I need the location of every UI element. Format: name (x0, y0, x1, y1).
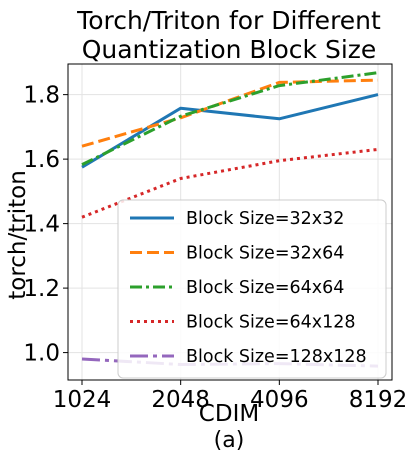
x-tick-label: 2048 (151, 387, 210, 413)
legend-label-5: Block Size=128x128 (186, 347, 367, 367)
x-axis-ticks: 1024 2048 4096 8192 (53, 380, 408, 413)
x-tick-label: 4096 (250, 387, 309, 413)
y-tick-label: 1.8 (23, 83, 60, 109)
x-tick-label: 1024 (53, 387, 112, 413)
chart-title: Torch/Triton for Different Quantization … (76, 6, 381, 64)
y-axis-label: torch/triton (5, 170, 31, 300)
legend: Block Size=32x32 Block Size=32x64 Block Si… (117, 199, 387, 379)
legend-box (117, 199, 387, 379)
series-line-3 (81, 71, 379, 166)
chart-title-line-1: Torch/Triton for Different (76, 6, 381, 35)
plot-area-frame (67, 63, 393, 381)
series-line-4 (81, 147, 379, 219)
x-axis-label: CDIM (199, 401, 259, 427)
x-tick-label: 8192 (349, 387, 408, 413)
y-tick-label: 1.0 (23, 341, 60, 367)
legend-label-2: Block Size=32x64 (186, 244, 344, 264)
y-tick-label: 1.4 (23, 212, 60, 238)
series-line-1 (81, 93, 379, 169)
legend-label-1: Block Size=32x32 (186, 209, 344, 229)
y-tick-label: 1.2 (23, 276, 60, 302)
figure-caption: (a) (214, 428, 245, 453)
y-tick-label: 1.6 (23, 147, 60, 173)
legend-label-4: Block Size=64x128 (186, 313, 356, 333)
chart-title-line-2: Quantization Block Size (82, 35, 377, 64)
y-axis-ticks: 1.0 1.2 1.4 1.6 1.8 (23, 83, 68, 367)
legend-label-3: Block Size=64x64 (186, 278, 344, 298)
